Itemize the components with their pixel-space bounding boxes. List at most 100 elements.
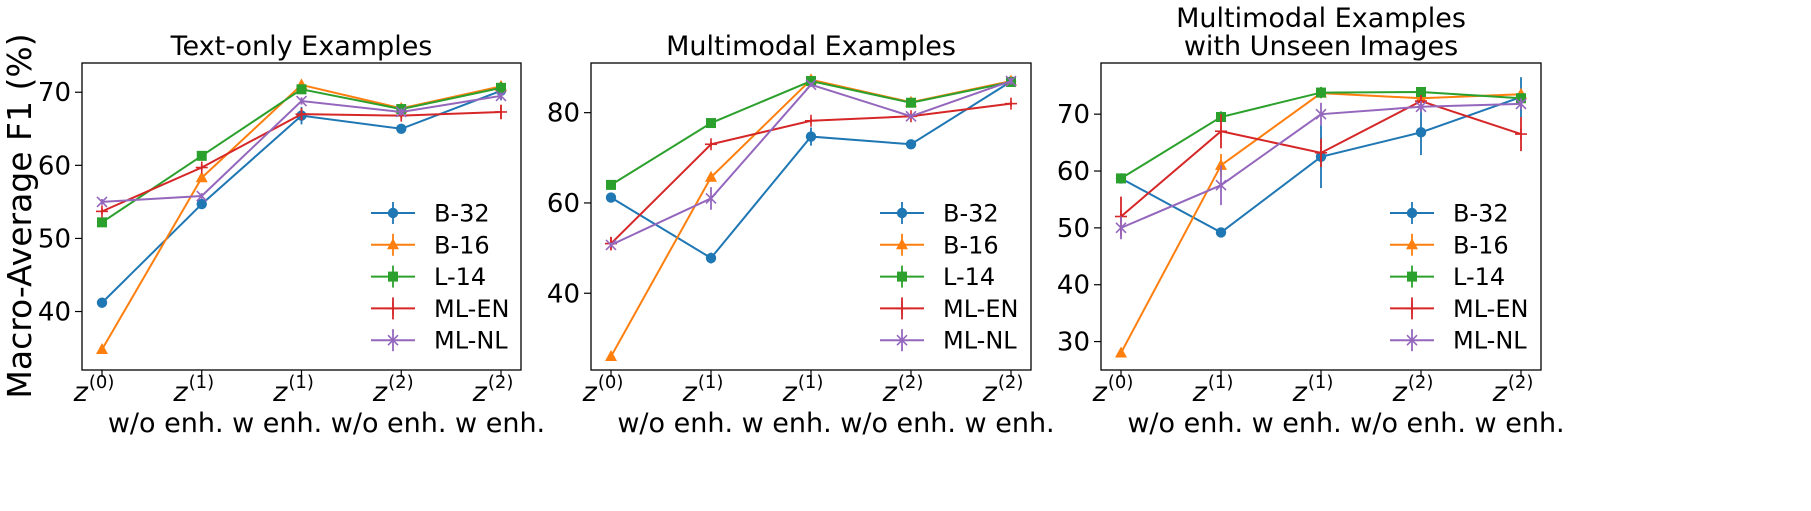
- data-point: [1005, 75, 1017, 87]
- data-point: [706, 118, 716, 129]
- legend-item: ML-EN: [371, 295, 509, 323]
- legend-item: B-16: [371, 231, 490, 259]
- data-point: [196, 198, 207, 210]
- legend-marker: [387, 238, 399, 250]
- data-point: [295, 95, 308, 107]
- x-tick-label: z(1): [1292, 372, 1334, 408]
- legend-marker: [1406, 207, 1418, 219]
- data-point: [1416, 86, 1426, 97]
- legend-marker: [388, 271, 398, 282]
- data-point: [96, 343, 108, 355]
- data-point: [496, 82, 506, 93]
- x-tick-label: z(1): [272, 372, 314, 408]
- series-ml-en: [96, 104, 507, 218]
- data-point: [1215, 125, 1227, 138]
- data-point: [605, 349, 617, 361]
- legend-item: L-14: [1390, 263, 1505, 291]
- legend-item: L-14: [880, 263, 995, 291]
- data-point: [705, 192, 717, 205]
- x-tick-label: z(1): [172, 372, 214, 408]
- legend-label: L-14: [943, 263, 995, 291]
- data-point: [1415, 127, 1427, 138]
- legend-marker: [896, 238, 908, 250]
- legend-marker: [1406, 334, 1418, 346]
- y-tick-label: 50: [1057, 214, 1090, 244]
- legend-item: ML-NL: [1390, 327, 1527, 355]
- data-point: [605, 192, 617, 203]
- x-tick-label: z(1): [682, 372, 724, 408]
- data-point: [1115, 222, 1127, 234]
- legend-label: ML-NL: [943, 327, 1017, 355]
- plot-area: [81, 62, 522, 371]
- series-ml-nl: [1115, 98, 1527, 240]
- legend-label: ML-EN: [1453, 295, 1528, 323]
- y-tick-label: 70: [38, 78, 71, 108]
- data-point: [295, 108, 308, 121]
- data-point: [1315, 108, 1327, 120]
- y-axis-label: Macro-Average F1 (%): [0, 33, 39, 398]
- legend-label: B-32: [943, 200, 999, 228]
- data-point: [195, 161, 208, 174]
- legend-label: L-14: [434, 263, 486, 291]
- legend: B-32 B-16 L-14 ML-EN ML-NL: [371, 200, 509, 355]
- y-tick-label: 80: [547, 99, 580, 129]
- legend-marker: [896, 207, 908, 219]
- data-point: [1005, 97, 1017, 110]
- y-tick-label: 60: [547, 189, 580, 219]
- data-point: [97, 217, 107, 228]
- x-tick-label: z(1): [1192, 372, 1234, 408]
- legend-label: B-32: [434, 200, 490, 228]
- series-l-14: [97, 82, 506, 228]
- data-point: [906, 97, 916, 108]
- y-tick-label: 30: [1057, 328, 1090, 358]
- legend-label: B-16: [434, 231, 490, 259]
- chart-title: Multimodal Examples: [666, 31, 956, 62]
- data-point: [805, 79, 817, 91]
- chart-title: Multimodal Examples: [1176, 3, 1466, 34]
- data-point: [1415, 101, 1427, 113]
- y-tick-label: 40: [547, 279, 580, 309]
- data-point: [1215, 158, 1227, 170]
- y-tick-label: 60: [1057, 157, 1090, 187]
- legend-item: L-14: [371, 263, 486, 291]
- data-point: [196, 150, 207, 161]
- data-point: [196, 190, 208, 202]
- x-tick-label: z(2): [882, 372, 924, 408]
- x-tick-label: z(1): [782, 372, 824, 408]
- x-tick-label: z(0): [73, 372, 115, 408]
- legend-item: ML-EN: [1390, 295, 1528, 323]
- x-axis-caption: w/o enh. w enh. w/o enh. w enh.: [1127, 408, 1564, 439]
- x-tick-label: z(0): [1092, 372, 1134, 408]
- plot-area: [590, 62, 1032, 371]
- x-tick-label: z(0): [582, 372, 624, 408]
- data-point: [1515, 128, 1527, 141]
- x-tick-label: z(2): [982, 372, 1024, 408]
- series-ml-nl: [605, 75, 1017, 251]
- data-point: [1215, 179, 1227, 191]
- legend-item: B-32: [371, 200, 490, 228]
- data-point: [1115, 346, 1127, 358]
- legend-item: ML-EN: [880, 295, 1018, 323]
- legend-label: B-32: [1453, 200, 1509, 228]
- x-axis-caption: w/o enh. w enh. w/o enh. w enh.: [108, 408, 545, 439]
- data-point: [605, 239, 617, 251]
- legend-marker: [387, 334, 399, 346]
- data-point: [1515, 98, 1527, 110]
- legend-marker: [896, 302, 908, 315]
- legend-marker: [1406, 238, 1418, 250]
- data-point: [1316, 87, 1326, 98]
- data-point: [705, 252, 717, 264]
- chart-panel-1: Text-only Examples 40 50 60 70 z(0) z(1) z(1) z(…: [38, 31, 545, 439]
- legend-label: B-16: [943, 231, 999, 259]
- data-point: [805, 131, 817, 142]
- chart-panel-2: Multimodal Examples 40 60 80 z(0) z(1) z(1) z(2…: [547, 31, 1055, 439]
- chart-title: Text-only Examples: [170, 31, 433, 62]
- legend-label: ML-NL: [1453, 327, 1527, 355]
- y-tick-label: 40: [38, 298, 71, 328]
- data-point: [1315, 146, 1327, 159]
- legend-marker: [1407, 271, 1417, 282]
- data-point: [806, 76, 816, 87]
- y-tick-label: 70: [1057, 100, 1090, 130]
- series-line: [101, 110, 502, 213]
